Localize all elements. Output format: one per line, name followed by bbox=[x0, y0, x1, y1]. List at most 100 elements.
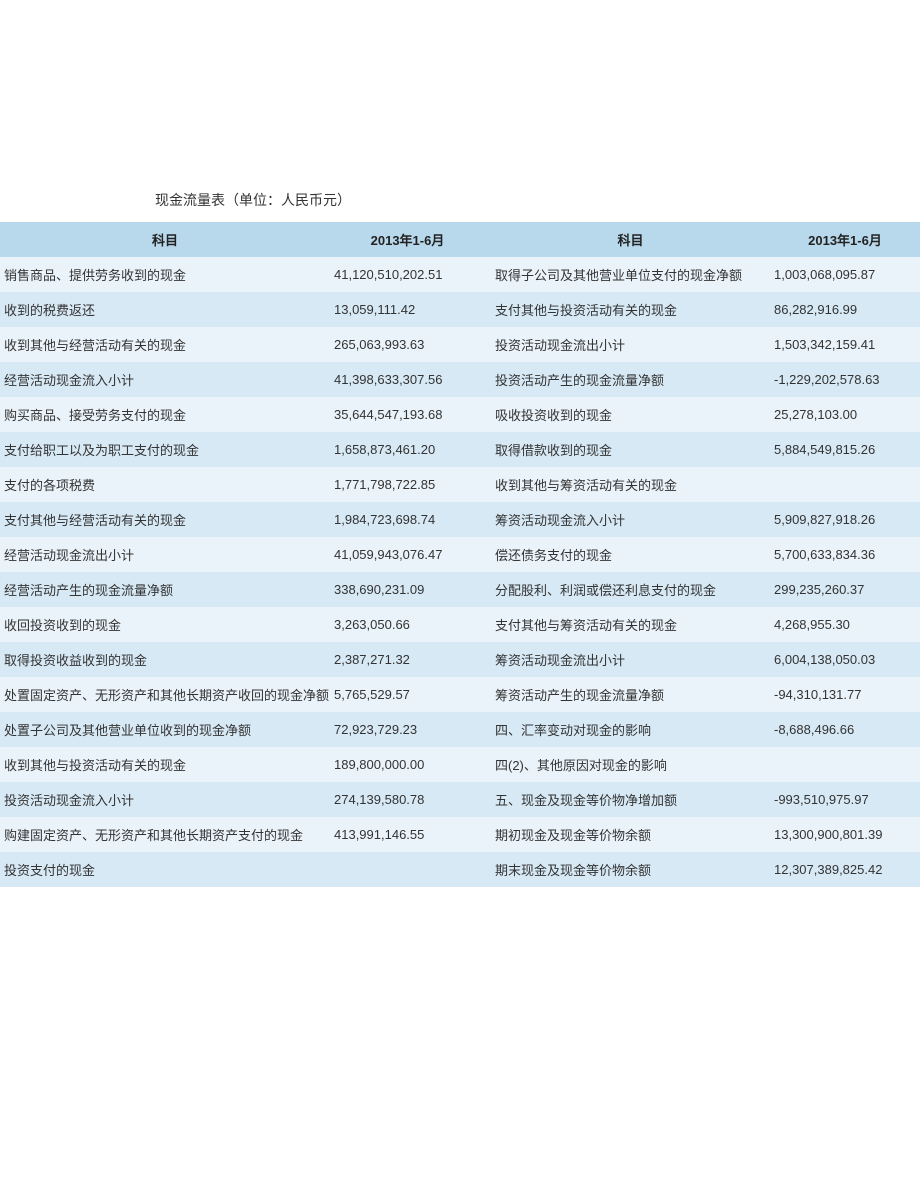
row-value-left: 72,923,729.23 bbox=[330, 712, 485, 747]
row-value-left: 1,658,873,461.20 bbox=[330, 432, 485, 467]
row-value-left: 13,059,111.42 bbox=[330, 292, 485, 327]
table-row: 投资支付的现金 期末现金及现金等价物余额12,307,389,825.42 bbox=[0, 852, 920, 887]
table-row: 收到其他与经营活动有关的现金265,063,993.63投资活动现金流出小计1,… bbox=[0, 327, 920, 362]
row-value-left: 2,387,271.32 bbox=[330, 642, 485, 677]
row-label-left: 支付给职工以及为职工支付的现金 bbox=[0, 432, 330, 467]
row-label-left: 支付的各项税费 bbox=[0, 467, 330, 502]
row-label-right: 期末现金及现金等价物余额 bbox=[485, 852, 770, 887]
row-value-right: 4,268,955.30 bbox=[770, 607, 920, 642]
row-value-left: 1,771,798,722.85 bbox=[330, 467, 485, 502]
row-value-right: 5,884,549,815.26 bbox=[770, 432, 920, 467]
row-label-left: 经营活动现金流出小计 bbox=[0, 537, 330, 572]
row-value-right: 13,300,900,801.39 bbox=[770, 817, 920, 852]
row-label-right: 投资活动产生的现金流量净额 bbox=[485, 362, 770, 397]
row-label-right: 筹资活动产生的现金流量净额 bbox=[485, 677, 770, 712]
row-value-left: 35,644,547,193.68 bbox=[330, 397, 485, 432]
row-label-right: 分配股利、利润或偿还利息支付的现金 bbox=[485, 572, 770, 607]
row-value-right: 1,003,068,095.87 bbox=[770, 257, 920, 292]
table-row: 销售商品、提供劳务收到的现金41,120,510,202.51取得子公司及其他营… bbox=[0, 257, 920, 292]
row-value-left: 5,765,529.57 bbox=[330, 677, 485, 712]
row-label-left: 处置子公司及其他营业单位收到的现金净额 bbox=[0, 712, 330, 747]
row-label-right: 投资活动现金流出小计 bbox=[485, 327, 770, 362]
row-value-left: 3,263,050.66 bbox=[330, 607, 485, 642]
row-label-right: 支付其他与投资活动有关的现金 bbox=[485, 292, 770, 327]
row-label-right: 五、现金及现金等价物净增加额 bbox=[485, 782, 770, 817]
row-label-right: 偿还债务支付的现金 bbox=[485, 537, 770, 572]
row-value-right bbox=[770, 747, 920, 782]
header-col-1: 科目 bbox=[0, 222, 330, 257]
row-value-right: 12,307,389,825.42 bbox=[770, 852, 920, 887]
table-row: 收回投资收到的现金3,263,050.66支付其他与筹资活动有关的现金4,268… bbox=[0, 607, 920, 642]
header-col-2: 2013年1-6月 bbox=[330, 222, 485, 257]
table-row: 经营活动产生的现金流量净额338,690,231.09分配股利、利润或偿还利息支… bbox=[0, 572, 920, 607]
row-label-left: 支付其他与经营活动有关的现金 bbox=[0, 502, 330, 537]
table-row: 处置固定资产、无形资产和其他长期资产收回的现金净额5,765,529.57筹资活… bbox=[0, 677, 920, 712]
row-label-right: 吸收投资收到的现金 bbox=[485, 397, 770, 432]
row-label-left: 经营活动产生的现金流量净额 bbox=[0, 572, 330, 607]
row-label-right: 四、汇率变动对现金的影响 bbox=[485, 712, 770, 747]
row-label-left: 经营活动现金流入小计 bbox=[0, 362, 330, 397]
row-label-left: 投资支付的现金 bbox=[0, 852, 330, 887]
row-label-right: 取得借款收到的现金 bbox=[485, 432, 770, 467]
row-value-right: 299,235,260.37 bbox=[770, 572, 920, 607]
row-label-right: 支付其他与筹资活动有关的现金 bbox=[485, 607, 770, 642]
row-value-right: 86,282,916.99 bbox=[770, 292, 920, 327]
row-label-right: 取得子公司及其他营业单位支付的现金净额 bbox=[485, 257, 770, 292]
row-value-right: 6,004,138,050.03 bbox=[770, 642, 920, 677]
table-row: 收到其他与投资活动有关的现金189,800,000.00四(2)、其他原因对现金… bbox=[0, 747, 920, 782]
row-value-left: 41,398,633,307.56 bbox=[330, 362, 485, 397]
row-value-right: -8,688,496.66 bbox=[770, 712, 920, 747]
row-value-left: 189,800,000.00 bbox=[330, 747, 485, 782]
row-value-left: 265,063,993.63 bbox=[330, 327, 485, 362]
table-row: 投资活动现金流入小计274,139,580.78五、现金及现金等价物净增加额-9… bbox=[0, 782, 920, 817]
table-row: 收到的税费返还13,059,111.42支付其他与投资活动有关的现金86,282… bbox=[0, 292, 920, 327]
row-label-left: 处置固定资产、无形资产和其他长期资产收回的现金净额 bbox=[0, 677, 330, 712]
table-row: 取得投资收益收到的现金2,387,271.32筹资活动现金流出小计6,004,1… bbox=[0, 642, 920, 677]
row-label-left: 取得投资收益收到的现金 bbox=[0, 642, 330, 677]
table-header-row: 科目 2013年1-6月 科目 2013年1-6月 bbox=[0, 222, 920, 257]
row-label-left: 收到的税费返还 bbox=[0, 292, 330, 327]
table-body: 销售商品、提供劳务收到的现金41,120,510,202.51取得子公司及其他营… bbox=[0, 257, 920, 887]
row-value-left: 1,984,723,698.74 bbox=[330, 502, 485, 537]
row-value-right: -993,510,975.97 bbox=[770, 782, 920, 817]
row-label-right: 期初现金及现金等价物余额 bbox=[485, 817, 770, 852]
row-label-right: 收到其他与筹资活动有关的现金 bbox=[485, 467, 770, 502]
row-label-left: 购建固定资产、无形资产和其他长期资产支付的现金 bbox=[0, 817, 330, 852]
row-value-left: 413,991,146.55 bbox=[330, 817, 485, 852]
row-value-right: 1,503,342,159.41 bbox=[770, 327, 920, 362]
table-row: 处置子公司及其他营业单位收到的现金净额72,923,729.23四、汇率变动对现… bbox=[0, 712, 920, 747]
row-label-right: 筹资活动现金流入小计 bbox=[485, 502, 770, 537]
table-row: 支付给职工以及为职工支付的现金1,658,873,461.20取得借款收到的现金… bbox=[0, 432, 920, 467]
row-value-left bbox=[330, 852, 485, 887]
row-label-right: 四(2)、其他原因对现金的影响 bbox=[485, 747, 770, 782]
header-col-4: 2013年1-6月 bbox=[770, 222, 920, 257]
row-value-right bbox=[770, 467, 920, 502]
row-label-right: 筹资活动现金流出小计 bbox=[485, 642, 770, 677]
row-value-right: 5,909,827,918.26 bbox=[770, 502, 920, 537]
table-row: 经营活动现金流入小计41,398,633,307.56投资活动产生的现金流量净额… bbox=[0, 362, 920, 397]
row-label-left: 购买商品、接受劳务支付的现金 bbox=[0, 397, 330, 432]
row-value-right: -1,229,202,578.63 bbox=[770, 362, 920, 397]
table-wrapper: 科目 2013年1-6月 科目 2013年1-6月 销售商品、提供劳务收到的现金… bbox=[0, 222, 920, 887]
row-value-left: 41,059,943,076.47 bbox=[330, 537, 485, 572]
header-col-3: 科目 bbox=[485, 222, 770, 257]
cash-flow-table: 科目 2013年1-6月 科目 2013年1-6月 销售商品、提供劳务收到的现金… bbox=[0, 222, 920, 887]
table-row: 经营活动现金流出小计41,059,943,076.47偿还债务支付的现金5,70… bbox=[0, 537, 920, 572]
row-value-right: 25,278,103.00 bbox=[770, 397, 920, 432]
row-value-right: -94,310,131.77 bbox=[770, 677, 920, 712]
row-value-left: 41,120,510,202.51 bbox=[330, 257, 485, 292]
row-label-left: 收到其他与经营活动有关的现金 bbox=[0, 327, 330, 362]
page-container: 现金流量表（单位：人民币元） 科目 2013年1-6月 科目 2013年1-6月… bbox=[0, 0, 920, 887]
row-label-left: 收到其他与投资活动有关的现金 bbox=[0, 747, 330, 782]
row-value-right: 5,700,633,834.36 bbox=[770, 537, 920, 572]
row-label-left: 收回投资收到的现金 bbox=[0, 607, 330, 642]
table-title: 现金流量表（单位：人民币元） bbox=[0, 190, 920, 222]
table-row: 购建固定资产、无形资产和其他长期资产支付的现金413,991,146.55期初现… bbox=[0, 817, 920, 852]
row-label-left: 销售商品、提供劳务收到的现金 bbox=[0, 257, 330, 292]
table-row: 支付的各项税费1,771,798,722.85收到其他与筹资活动有关的现金 bbox=[0, 467, 920, 502]
row-value-left: 338,690,231.09 bbox=[330, 572, 485, 607]
row-value-left: 274,139,580.78 bbox=[330, 782, 485, 817]
table-row: 支付其他与经营活动有关的现金1,984,723,698.74筹资活动现金流入小计… bbox=[0, 502, 920, 537]
row-label-left: 投资活动现金流入小计 bbox=[0, 782, 330, 817]
table-row: 购买商品、接受劳务支付的现金35,644,547,193.68吸收投资收到的现金… bbox=[0, 397, 920, 432]
